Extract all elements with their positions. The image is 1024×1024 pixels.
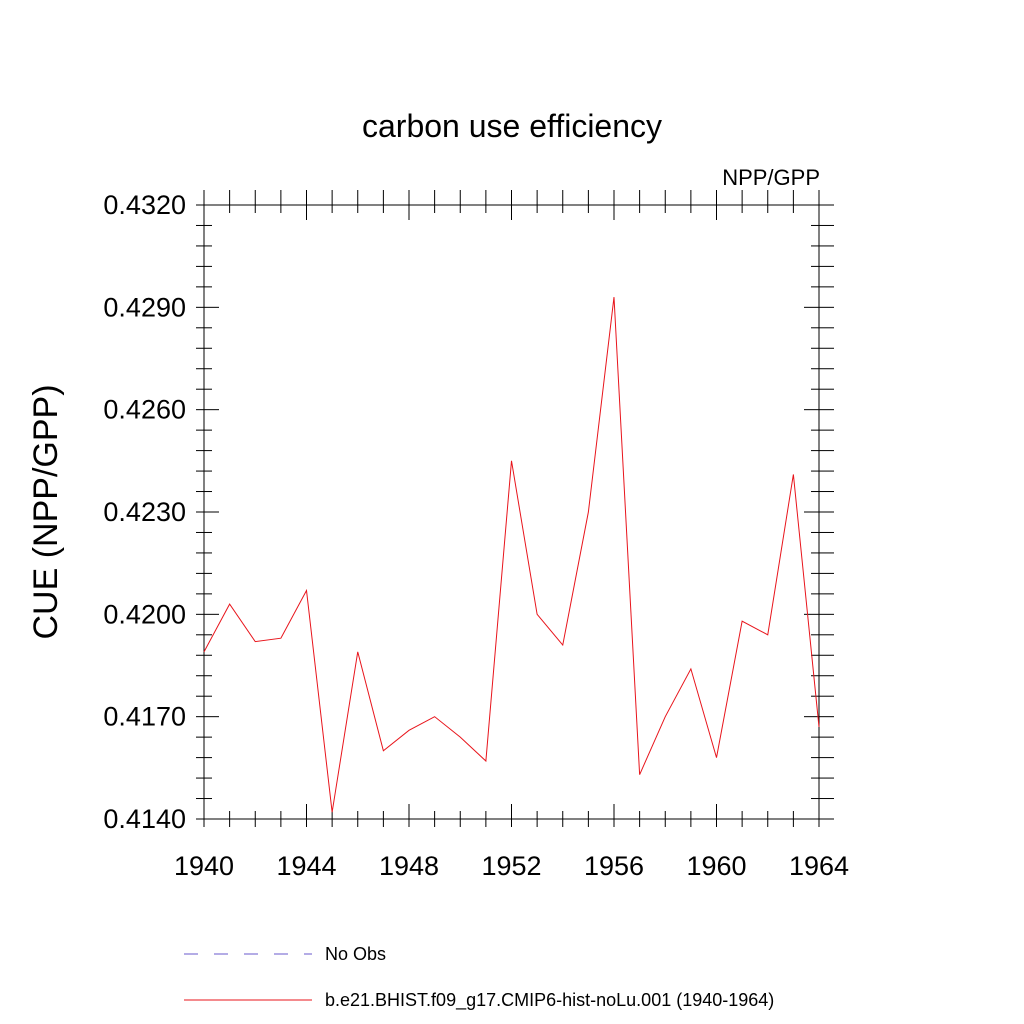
- x-tick-label: 1940: [174, 851, 234, 881]
- x-tick-label: 1964: [789, 851, 849, 881]
- chart-title: carbon use efficiency: [362, 108, 662, 144]
- y-tick-label: 0.4290: [103, 292, 186, 322]
- x-tick-label: 1944: [276, 851, 336, 881]
- y-tick-label: 0.4230: [103, 497, 186, 527]
- legend-label: b.e21.BHIST.f09_g17.CMIP6-hist-noLu.001 …: [325, 990, 774, 1011]
- legend: No Obs b.e21.BHIST.f09_g17.CMIP6-hist-noL…: [184, 944, 774, 1011]
- y-axis-label: CUE (NPP/GPP): [27, 384, 65, 639]
- series-layer: [203, 297, 820, 813]
- plot-frame: [203, 204, 820, 820]
- y-tick-label: 0.4320: [103, 190, 186, 220]
- y-tick-label: 0.4170: [103, 702, 186, 732]
- legend-label: No Obs: [325, 944, 386, 964]
- y-tick-label: 0.4260: [103, 395, 186, 425]
- y-tick-label: 0.4140: [103, 804, 186, 834]
- x-tick-label: 1956: [584, 851, 644, 881]
- x-tick-label: 1960: [686, 851, 746, 881]
- y-tick-label: 0.4200: [103, 599, 186, 629]
- x-tick-label: 1948: [379, 851, 439, 881]
- x-tick-label: 1952: [481, 851, 541, 881]
- series-line: [203, 297, 820, 813]
- x-axis: 1940 1944 1948 1952 1956 1960 1964: [174, 190, 849, 881]
- y-axis: 0.4140 0.4170 0.4200 0.4230 0.4260 0.4290 0.43…: [103, 190, 834, 834]
- chart-subtitle: NPP/GPP: [722, 165, 820, 190]
